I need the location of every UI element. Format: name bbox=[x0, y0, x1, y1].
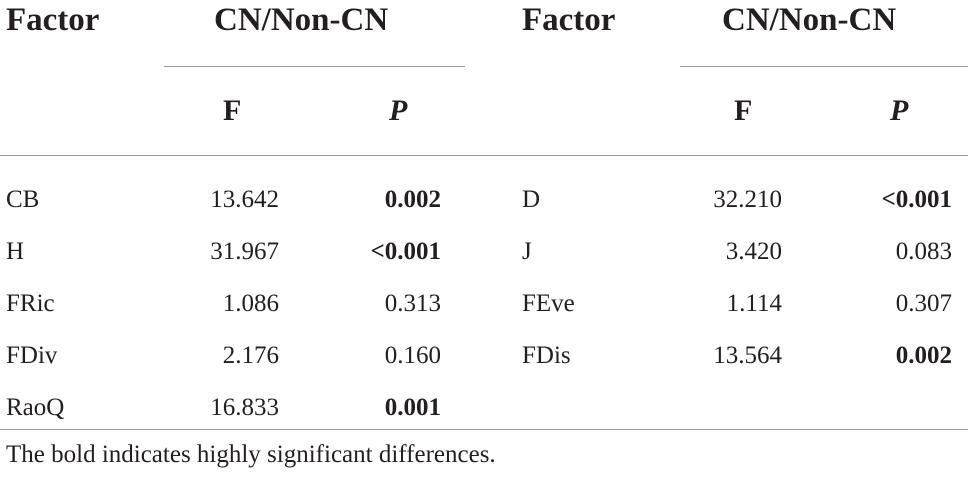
factor-cell: FDiv bbox=[6, 342, 58, 369]
f-value-cell: 32.210 bbox=[713, 186, 782, 213]
f-value-cell: 1.086 bbox=[222, 290, 279, 317]
p-value-cell: 0.083 bbox=[895, 238, 952, 265]
p-value-cell: 0.002 bbox=[384, 186, 441, 213]
factor-cell: J bbox=[522, 238, 532, 265]
factor-cell: FDis bbox=[522, 342, 571, 369]
factor-cell: CB bbox=[6, 186, 40, 213]
f-header-left: F bbox=[223, 94, 242, 127]
f-value-cell: 31.967 bbox=[210, 238, 279, 265]
group-header-right: CN/Non-CN bbox=[722, 2, 897, 38]
p-value-cell: <0.001 bbox=[370, 238, 442, 265]
f-value-cell: 2.176 bbox=[222, 342, 279, 369]
p-value-cell: 0.307 bbox=[895, 290, 952, 317]
p-value-cell: 0.160 bbox=[384, 342, 441, 369]
p-header-left: P bbox=[389, 94, 408, 127]
group-underline-left bbox=[164, 66, 465, 67]
f-value-cell: 16.833 bbox=[210, 394, 279, 421]
f-value-cell: 13.564 bbox=[713, 342, 782, 369]
factor-header-left: Factor bbox=[6, 2, 100, 38]
footnote: The bold indicates highly significant di… bbox=[6, 441, 496, 468]
group-underline-right bbox=[680, 66, 968, 67]
factor-cell: FRic bbox=[6, 290, 55, 317]
p-value-cell: 0.313 bbox=[384, 290, 441, 317]
p-header-right: P bbox=[890, 94, 909, 127]
group-header-left: CN/Non-CN bbox=[214, 2, 389, 38]
factor-cell: D bbox=[522, 186, 541, 213]
p-value-cell: <0.001 bbox=[881, 186, 953, 213]
table-bottom-rule bbox=[0, 429, 968, 430]
p-value-cell: 0.001 bbox=[384, 394, 441, 421]
factor-cell: FEve bbox=[522, 290, 575, 317]
factor-header-right: Factor bbox=[522, 2, 616, 38]
header-rule bbox=[0, 155, 968, 156]
f-value-cell: 3.420 bbox=[725, 238, 782, 265]
factor-cell: RaoQ bbox=[6, 394, 65, 421]
f-header-right: F bbox=[734, 94, 753, 127]
p-value-cell: 0.002 bbox=[895, 342, 952, 369]
f-value-cell: 13.642 bbox=[210, 186, 279, 213]
factor-cell: H bbox=[6, 238, 25, 265]
f-value-cell: 1.114 bbox=[726, 290, 782, 317]
